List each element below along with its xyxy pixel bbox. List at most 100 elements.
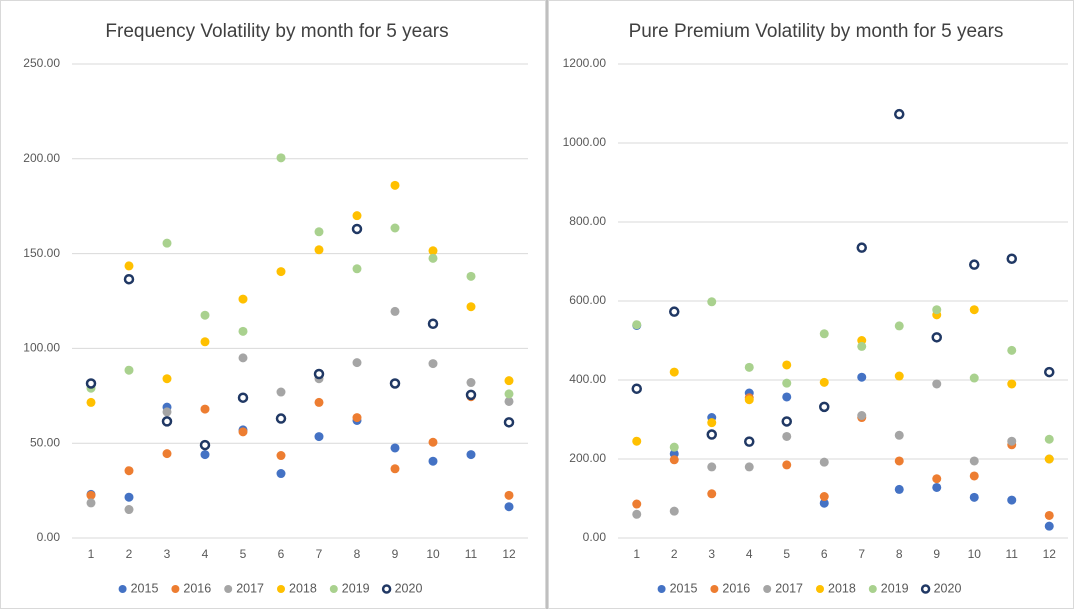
y-tick-label: 0.00 [37,530,61,544]
point [819,492,829,502]
point [969,305,979,315]
legend-label: 2017 [775,581,803,595]
point [352,211,362,221]
legend-marker [657,585,666,593]
point [352,264,362,274]
point [1044,454,1054,464]
x-tick-label: 1 [88,547,95,561]
legend-marker [710,585,719,593]
point [199,439,211,451]
legend-marker [171,585,180,593]
point [632,320,642,330]
point [707,489,717,499]
point [857,411,867,421]
point [86,397,96,407]
point [428,437,438,447]
point [390,464,400,474]
x-tick-label: 11 [1006,547,1019,561]
point [124,365,134,375]
point [276,387,286,397]
x-tick-label: 12 [502,547,516,561]
point [1007,379,1017,389]
legend-label: 2018 [289,581,317,595]
y-tick-label: 400.00 [569,372,606,386]
point [894,321,904,331]
point [744,436,755,447]
legend-marker [329,585,338,593]
point [276,469,286,479]
point [819,498,829,508]
point [969,471,979,481]
x-tick-label: 7 [858,547,865,561]
point [819,457,829,467]
point [819,377,829,387]
legend-label: 2019 [881,581,909,595]
x-tick-label: 6 [821,547,828,561]
point [428,253,438,263]
point [314,227,324,237]
point [314,245,324,255]
point [314,432,324,442]
point [1044,366,1055,378]
point [352,413,362,423]
point [632,509,642,519]
point [894,108,905,120]
point [276,267,286,277]
point [1007,345,1017,355]
point [466,302,476,312]
point [200,337,210,347]
point [819,401,830,413]
x-tick-label: 11 [465,547,478,561]
point [706,429,717,440]
point [238,326,248,336]
point [428,359,438,369]
point [238,294,248,304]
y-tick-label: 800.00 [569,214,606,228]
point [1044,521,1054,531]
x-tick-label: 8 [354,547,361,561]
x-tick-label: 9 [933,547,940,561]
point [932,379,942,389]
point [782,460,792,470]
point [781,416,792,427]
point [124,466,134,476]
y-tick-label: 200.00 [23,151,60,165]
point [894,371,904,381]
point [86,498,96,508]
chart-title: Pure Premium Volatility by month for 5 y… [629,21,1004,42]
point [1007,495,1017,505]
legend-label: 2020 [934,581,962,595]
legend-marker [816,585,824,593]
y-tick-label: 600.00 [569,293,606,307]
point [894,430,904,440]
point [632,436,642,446]
point [161,416,173,427]
point [744,395,754,405]
point [894,484,904,494]
point [932,305,942,315]
point [86,490,96,500]
point [504,490,514,500]
x-tick-label: 10 [968,547,982,561]
point [707,462,717,472]
legend-label: 2018 [828,581,856,595]
point [707,297,717,307]
point [466,450,476,460]
point [969,456,979,466]
x-tick-label: 1 [633,547,640,561]
x-tick-label: 2 [671,547,678,561]
point [504,376,514,386]
point [782,392,792,402]
point [969,492,979,502]
point [276,451,286,461]
x-tick-label: 9 [392,547,399,561]
x-tick-label: 8 [896,547,903,561]
point [819,329,829,339]
point [504,396,514,406]
point [1044,434,1054,444]
point [390,223,400,233]
point [124,492,134,502]
point [123,273,135,285]
